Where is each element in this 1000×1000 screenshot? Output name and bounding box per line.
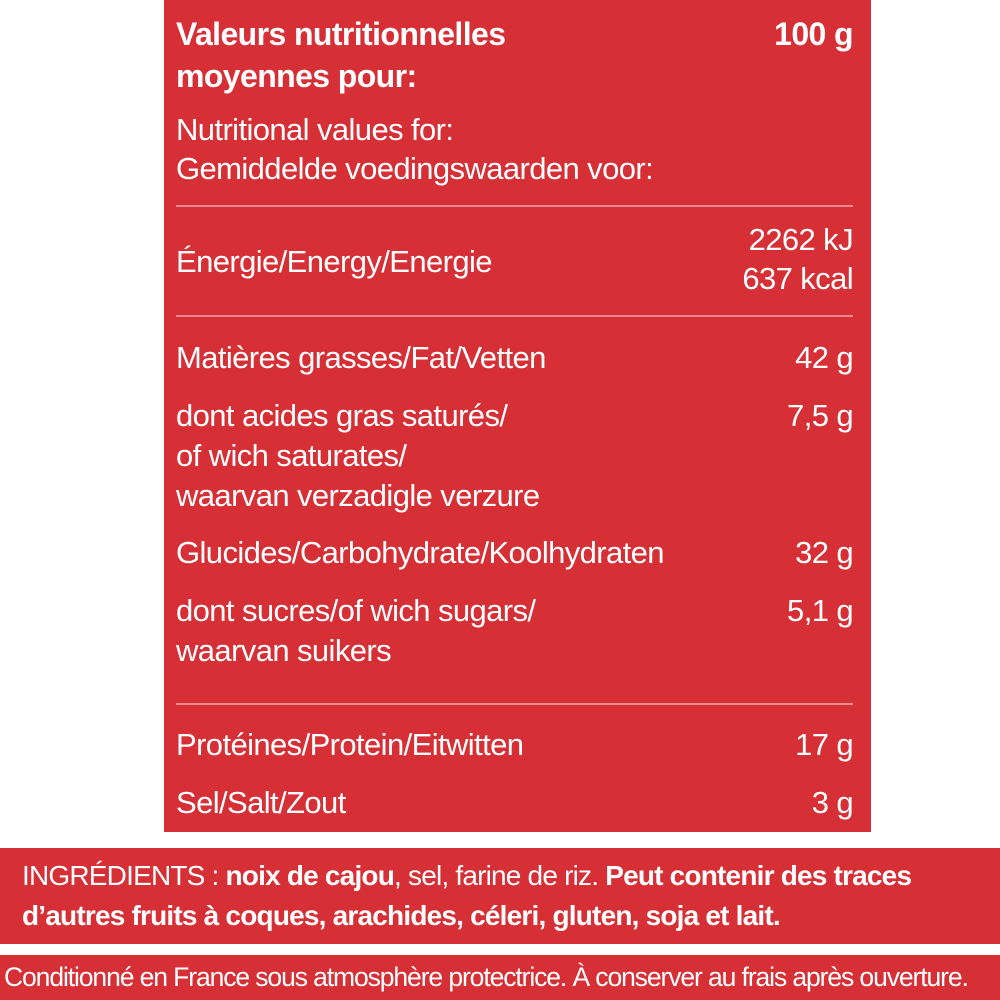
header-title-line2: moyennes pour: <box>176 58 417 94</box>
saturates-label-nl: waarvan verzadigle verzure <box>176 478 540 513</box>
energy-kcal: 637 kcal <box>742 261 853 296</box>
saturates-value: 7,5 g <box>787 398 854 433</box>
sugars-label-nl: waarvan suikers <box>176 633 392 668</box>
ingredients-rest: , sel, farine de riz. <box>394 860 606 891</box>
sugars-value: 5,1 g <box>787 593 854 628</box>
energy-kj: 2262 kJ <box>748 222 854 257</box>
nutrition-table: Valeurs nutritionnelles moyennes pour: 1… <box>164 0 871 832</box>
fat-value: 42 g <box>795 340 854 375</box>
sugars-label-fr-en: dont sucres/of wich sugars/ <box>176 593 536 628</box>
storage-band <box>0 955 1000 1000</box>
ingredients-band: INGRÉDIENTS : noix de cajou, sel, farine… <box>0 848 1000 944</box>
protein-value: 17 g <box>795 727 854 762</box>
saturates-label-en: of wich saturates/ <box>176 438 407 473</box>
protein-label: Protéines/Protein/Eitwitten <box>176 727 524 762</box>
fat-label: Matières grasses/Fat/Vetten <box>176 340 546 375</box>
divider <box>176 703 853 705</box>
header-title-line1: Valeurs nutritionnelles <box>176 16 506 52</box>
divider <box>176 315 853 317</box>
header-per-amount: 100 g <box>774 16 853 52</box>
energy-label: Énergie/Energy/Energie <box>176 244 493 279</box>
header-subtitle-en: Nutritional values for: <box>176 112 454 147</box>
carbs-value: 32 g <box>795 535 854 570</box>
ingredients-line1: INGRÉDIENTS : noix de cajou, sel, farine… <box>22 856 912 896</box>
header-subtitle-nl: Gemiddelde voedingswaarden voor: <box>176 151 654 186</box>
ingredients-nuts: noix de cajou <box>225 860 395 891</box>
storage-text: Conditionné en France sous atmosphère pr… <box>4 962 969 992</box>
ingredients-line2: d’autres fruits à coques, arachides, cél… <box>22 896 781 936</box>
allergen-warning-line1: Peut contenir des traces <box>605 860 912 891</box>
salt-label: Sel/Salt/Zout <box>176 785 346 820</box>
saturates-label-fr: dont acides gras saturés/ <box>176 398 508 433</box>
ingredients-prefix: INGRÉDIENTS : <box>22 860 226 891</box>
carbs-label: Glucides/Carbohydrate/Koolhydraten <box>176 535 665 570</box>
allergen-warning-line2: d’autres fruits à coques, arachides, cél… <box>22 900 781 931</box>
salt-value: 3 g <box>811 785 854 820</box>
divider <box>176 205 853 207</box>
